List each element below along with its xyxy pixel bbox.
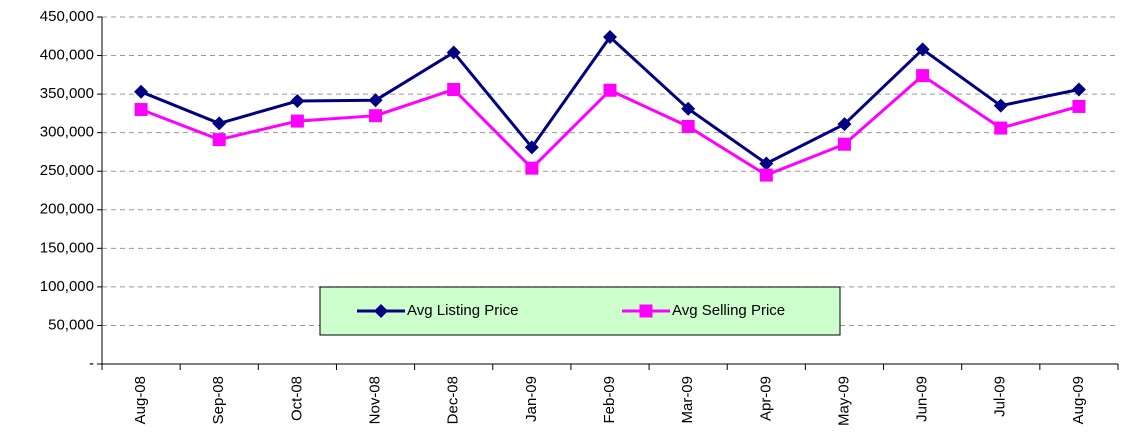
point	[681, 101, 696, 116]
point	[1071, 82, 1086, 97]
y-tick-label: 350,000	[40, 85, 94, 102]
point	[994, 121, 1008, 135]
y-tick-label: -	[89, 355, 94, 372]
point	[446, 45, 461, 60]
x-tick-label: Aug-09	[1070, 376, 1087, 424]
y-tick-label: 250,000	[40, 162, 94, 179]
y-tick-label: 200,000	[40, 201, 94, 218]
point	[915, 42, 930, 57]
point	[759, 168, 773, 182]
x-tick-label: Sep-08	[210, 376, 227, 424]
point	[134, 103, 148, 117]
point	[212, 116, 227, 131]
legend-label: Avg Listing Price	[407, 302, 518, 319]
x-tick-label: Oct-08	[288, 376, 305, 421]
x-tick-label: Feb-09	[601, 376, 618, 424]
point	[212, 133, 226, 147]
y-tick-label: 50,000	[48, 316, 94, 333]
x-tick-label: May-09	[835, 376, 852, 426]
point	[369, 109, 383, 123]
point	[837, 117, 852, 132]
y-tick-label: 300,000	[40, 124, 94, 141]
point	[134, 84, 149, 99]
x-tick-label: Jun-09	[914, 376, 931, 422]
x-tick-label: Nov-08	[367, 376, 384, 424]
point	[603, 30, 617, 45]
point	[1072, 99, 1086, 113]
point	[368, 93, 383, 108]
y-tick-label: 100,000	[40, 278, 94, 295]
x-tick-label: Jul-09	[992, 376, 1009, 417]
x-tick-label: Mar-09	[679, 376, 696, 424]
x-tick-label: Jan-09	[523, 376, 540, 422]
point	[290, 94, 305, 109]
y-tick-label: 400,000	[40, 47, 94, 64]
point	[290, 114, 304, 128]
legend-marker	[374, 304, 388, 318]
x-tick-label: Apr-09	[757, 376, 774, 421]
point	[525, 161, 539, 175]
y-tick-label: 450,000	[40, 8, 94, 25]
point	[603, 83, 617, 97]
legend-label: Avg Selling Price	[672, 302, 785, 319]
point	[681, 119, 695, 133]
x-tick-label: Dec-08	[445, 376, 462, 424]
point	[837, 137, 851, 151]
y-tick-label: 150,000	[40, 239, 94, 256]
point	[759, 156, 774, 171]
point	[916, 69, 930, 83]
x-tick-label: Aug-08	[132, 376, 149, 424]
point	[993, 98, 1008, 113]
point	[524, 140, 539, 155]
point	[447, 82, 461, 96]
legend	[319, 286, 841, 336]
legend-marker	[639, 304, 653, 318]
